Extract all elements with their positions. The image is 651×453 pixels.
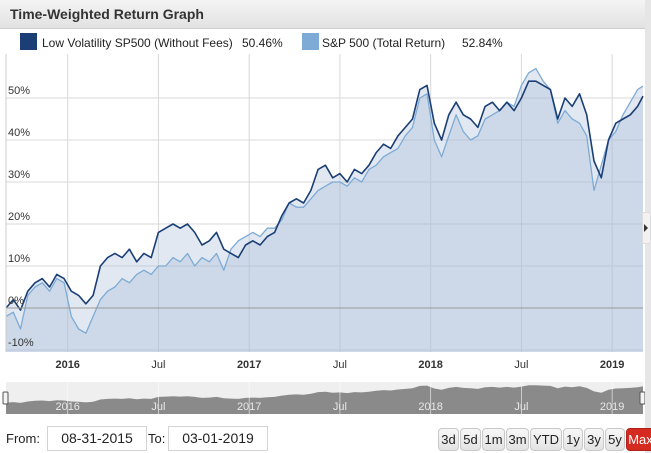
x-tick-label: Jul [151, 359, 165, 371]
range-button-max[interactable]: Max [626, 428, 651, 451]
x-tick-label: Jul [333, 359, 347, 371]
range-controls: From: 08-31-2015 To: 03-01-2019 3d 5d 1m 3m… [0, 424, 651, 453]
navigator-label: 2018 [418, 401, 442, 413]
range-button-5y[interactable]: 5y [605, 428, 625, 451]
legend-swatch-low-volatility[interactable] [20, 33, 37, 50]
navigator-label: Jul [151, 401, 165, 413]
to-date-input[interactable]: 03-01-2019 [168, 426, 268, 451]
series-line-low-volatility[interactable] [5, 80, 644, 311]
legend-label-low-volatility[interactable]: Low Volatility SP500 (Without Fees) [42, 36, 233, 50]
navigator-left-handle[interactable] [2, 391, 9, 405]
series-area-sp500 [6, 68, 643, 352]
to-label: To: [148, 431, 166, 446]
legend-label-sp500[interactable]: S&P 500 (Total Return) [322, 36, 446, 50]
range-button-1m[interactable]: 1m [482, 428, 505, 451]
from-date-input[interactable]: 08-31-2015 [47, 426, 147, 451]
navigator-right-handle[interactable] [639, 391, 645, 405]
range-button-3y[interactable]: 3y [584, 428, 604, 451]
navigator-area [6, 385, 643, 414]
range-button-5d[interactable]: 5d [460, 428, 481, 451]
x-tick-label: 2018 [418, 359, 442, 371]
range-button-3d[interactable]: 3d [438, 428, 459, 451]
y-tick-label: 50% [8, 85, 30, 97]
legend-value-low-volatility: 50.46% [242, 36, 283, 50]
y-tick-label: 0% [8, 295, 24, 307]
navigator-label: 2016 [55, 401, 79, 413]
legend: Low Volatility SP500 (Without Fees) 50.4… [0, 29, 645, 53]
from-label: From: [6, 431, 40, 446]
navigator-label: Jul [514, 401, 528, 413]
series-line-sp500[interactable] [5, 67, 644, 334]
title-bar: Time-Weighted Return Graph [0, 0, 645, 29]
navigator[interactable]: 2016 Jul 2017 Jul 2018 Jul 2019 [2, 382, 645, 414]
return-chart[interactable]: -10% 0% 10% 20% 30% 40% 50% 2016 Jul 2017 Jul 2018… [0, 52, 645, 422]
navigator-label: 2019 [600, 401, 624, 413]
x-tick-label: 2017 [237, 359, 261, 371]
range-button-3m[interactable]: 3m [506, 428, 529, 451]
y-tick-label: 30% [8, 169, 30, 181]
x-tick-label: 2019 [600, 359, 624, 371]
y-tick-label: 20% [8, 211, 30, 223]
legend-value-sp500: 52.84% [462, 36, 503, 50]
navigator-label: Jul [333, 401, 347, 413]
chart-title: Time-Weighted Return Graph [10, 6, 204, 22]
series-area-low-volatility [6, 81, 643, 352]
range-button-ytd[interactable]: YTD [530, 428, 562, 451]
navigator-label: 2017 [237, 401, 261, 413]
y-tick-label: 10% [8, 253, 30, 265]
range-button-1y[interactable]: 1y [563, 428, 583, 451]
y-tick-label: -10% [8, 337, 34, 349]
x-tick-label: 2016 [55, 359, 79, 371]
scroll-handle[interactable] [642, 212, 651, 244]
y-tick-label: 40% [8, 127, 30, 139]
x-tick-label: Jul [514, 359, 528, 371]
legend-swatch-sp500[interactable] [302, 33, 319, 50]
